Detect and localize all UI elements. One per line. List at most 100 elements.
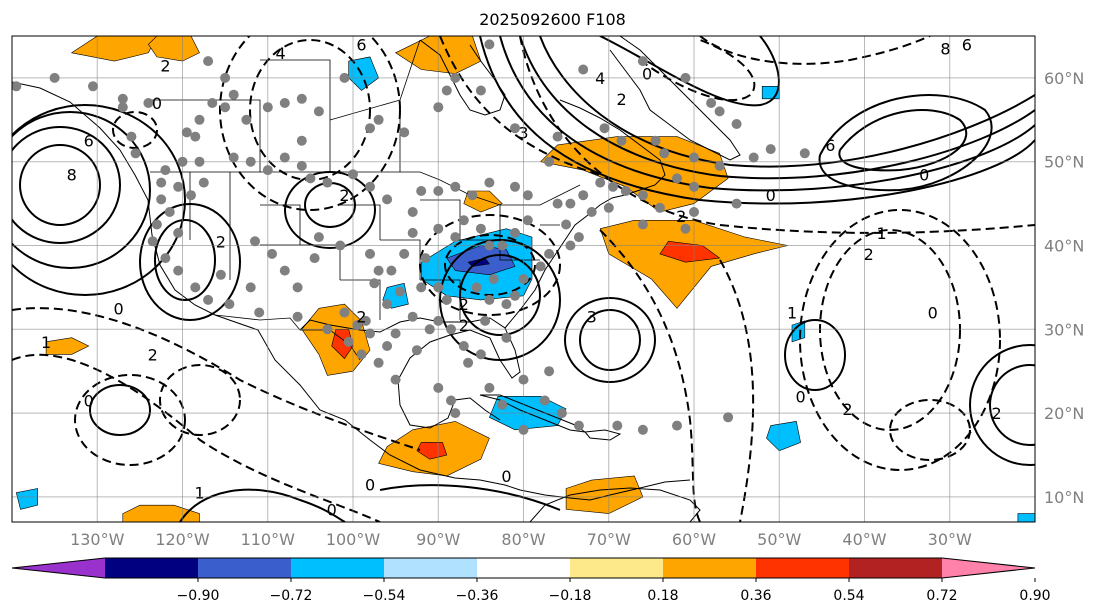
colorbar-segment (663, 558, 757, 578)
station-dot (369, 278, 380, 289)
station-dot (578, 190, 589, 201)
lon-tick-label: 80°W (501, 530, 545, 549)
station-dot (510, 227, 520, 238)
anomaly-patch (659, 240, 721, 263)
colorbar-level-label: −0.18 (549, 588, 592, 604)
station-dot (731, 198, 742, 209)
station-dot (365, 123, 375, 134)
station-dot (544, 366, 555, 377)
station-dot (382, 194, 393, 205)
station-dot (130, 148, 141, 159)
contour-value-label: 2 (160, 56, 170, 75)
station-dot (748, 152, 759, 163)
station-dot (441, 294, 452, 305)
colorbar-extend-low (12, 558, 105, 578)
station-dot (173, 227, 184, 238)
colorbar-level-label: 0.72 (926, 588, 957, 604)
station-dot (279, 152, 290, 163)
contour-negative-north (439, 36, 601, 176)
station-dot (305, 173, 316, 184)
contour-value-label: 2 (459, 316, 469, 335)
contour-negative-trough (12, 353, 381, 522)
us-canada-border (150, 171, 581, 206)
station-dot (365, 248, 375, 259)
longitude-tick-labels: 130°W 120°W 110°W 100°W 90°W 80°W 70°W 60°W 50°W… (70, 530, 972, 549)
station-dot (522, 190, 533, 201)
contour-value-label: 0 (327, 500, 337, 519)
colorbar-level-label: 0.18 (647, 588, 678, 604)
contour-value-label: 0 (795, 387, 805, 406)
station-dot (143, 98, 154, 108)
station-dot (510, 290, 520, 301)
station-dot (672, 420, 682, 431)
coastline-north-america-west (12, 81, 691, 501)
station-dot (659, 148, 670, 159)
contour-value-label: 0 (928, 304, 938, 323)
station-dot (267, 248, 277, 259)
station-dot (407, 207, 418, 217)
contour-positive-east-atlantic (989, 364, 1035, 446)
contour-positive-west-high (19, 144, 101, 226)
contour-positive-pacific (89, 384, 151, 436)
station-dot (373, 357, 384, 368)
station-dot (160, 165, 171, 176)
station-dot (254, 307, 265, 318)
station-dot (339, 307, 350, 318)
lat-tick-label: 20°N (1044, 404, 1084, 423)
anomaly-patch (1017, 513, 1035, 522)
contour-value-label: 0 (113, 299, 123, 318)
station-dot (463, 357, 474, 368)
contour-value-label: 6 (84, 132, 94, 151)
station-dot (296, 93, 307, 104)
station-dot (399, 248, 410, 259)
coastline-hudson (419, 39, 506, 116)
station-dot (561, 219, 572, 230)
station-dot (731, 119, 742, 129)
station-dot (292, 311, 303, 322)
contour-line-layer (12, 36, 1035, 522)
contour-value-label: 2 (356, 308, 366, 327)
station-dot (151, 219, 162, 230)
contour-negative-arctic (699, 36, 931, 65)
colorbar-level-label: −0.54 (363, 588, 406, 604)
station-dot (539, 395, 550, 406)
contour-negative-canada-low (219, 36, 401, 211)
station-dot (497, 399, 508, 410)
colorbar-level-label: −0.36 (456, 588, 499, 604)
lon-tick-label: 120°W (155, 530, 210, 549)
colorbar-level-label: 0.36 (740, 588, 771, 604)
station-dot (224, 299, 235, 310)
contour-positive-plains-high (284, 171, 376, 249)
lon-tick-label: 100°W (326, 530, 381, 549)
contour-negative-tropical (889, 399, 971, 461)
station-dot (586, 207, 597, 217)
lat-tick-label: 40°N (1044, 236, 1084, 255)
station-dot (544, 248, 555, 259)
station-dot (241, 114, 252, 125)
station-dot (416, 282, 427, 293)
lat-tick-label: 30°N (1044, 320, 1084, 339)
contour-positive-central-atlantic (784, 319, 846, 391)
station-dot (484, 294, 495, 305)
station-dot (203, 56, 214, 67)
contour-positive-east-atlantic (969, 344, 1035, 466)
station-dot (399, 127, 410, 138)
coastline-hispaniola (584, 429, 622, 441)
colorbar-segment (756, 558, 850, 578)
station-dot (446, 395, 456, 406)
contour-value-label: 2 (459, 295, 469, 314)
station-dot (475, 85, 486, 96)
station-dot (407, 227, 418, 238)
station-dot (203, 294, 214, 305)
station-dot (228, 152, 239, 163)
lon-tick-label: 30°W (928, 530, 972, 549)
station-dot (488, 274, 499, 284)
gridline-layer (12, 36, 1035, 522)
station-dot (450, 181, 461, 192)
contour-value-label: 2 (864, 245, 874, 264)
station-dot (386, 265, 397, 276)
station-dot (420, 253, 431, 264)
coastline-layer (12, 36, 741, 522)
station-dot (373, 114, 384, 125)
